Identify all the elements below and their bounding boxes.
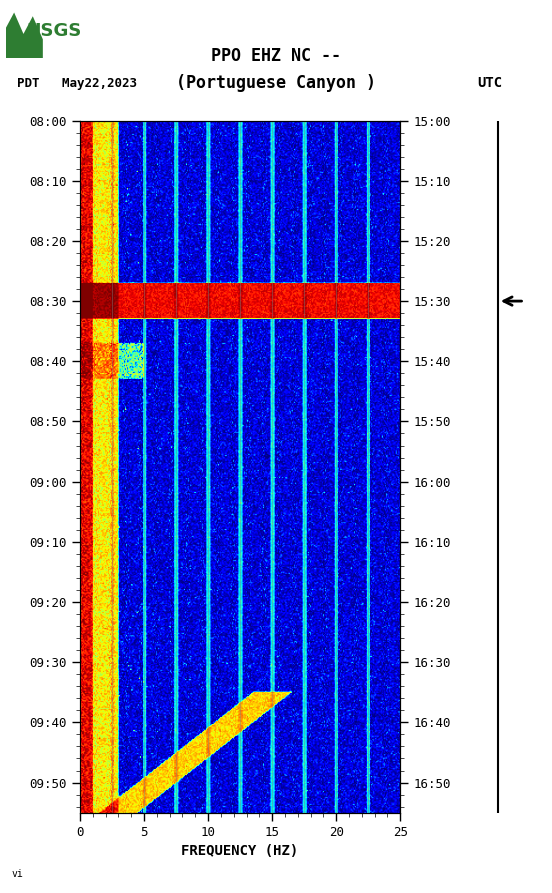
Text: vi: vi — [11, 869, 23, 879]
X-axis label: FREQUENCY (HZ): FREQUENCY (HZ) — [182, 845, 299, 858]
Text: USGS: USGS — [26, 22, 82, 40]
Text: UTC: UTC — [477, 76, 503, 90]
Text: PDT   May22,2023: PDT May22,2023 — [17, 77, 136, 89]
Text: (Portuguese Canyon ): (Portuguese Canyon ) — [176, 74, 376, 92]
Text: PPO EHZ NC --: PPO EHZ NC -- — [211, 47, 341, 65]
Polygon shape — [6, 13, 43, 58]
